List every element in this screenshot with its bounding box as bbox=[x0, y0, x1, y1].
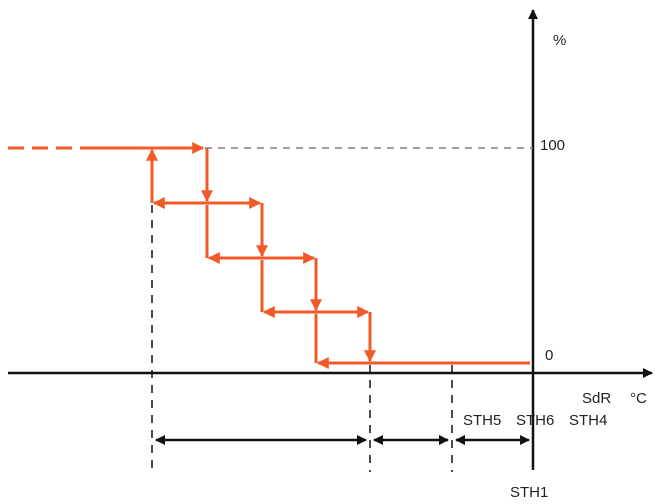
threshold-label: STH1 bbox=[510, 484, 548, 501]
level-label: 0 bbox=[545, 347, 553, 364]
threshold-label: STH5 bbox=[463, 412, 501, 429]
y-unit: % bbox=[553, 32, 566, 49]
threshold-label: STH6 bbox=[516, 412, 554, 429]
x-name: SdR bbox=[582, 390, 611, 407]
x-unit: °C bbox=[630, 390, 647, 407]
step-curve bbox=[8, 142, 530, 369]
level-label: 100 bbox=[540, 137, 565, 154]
threshold-label: STH4 bbox=[569, 412, 607, 429]
